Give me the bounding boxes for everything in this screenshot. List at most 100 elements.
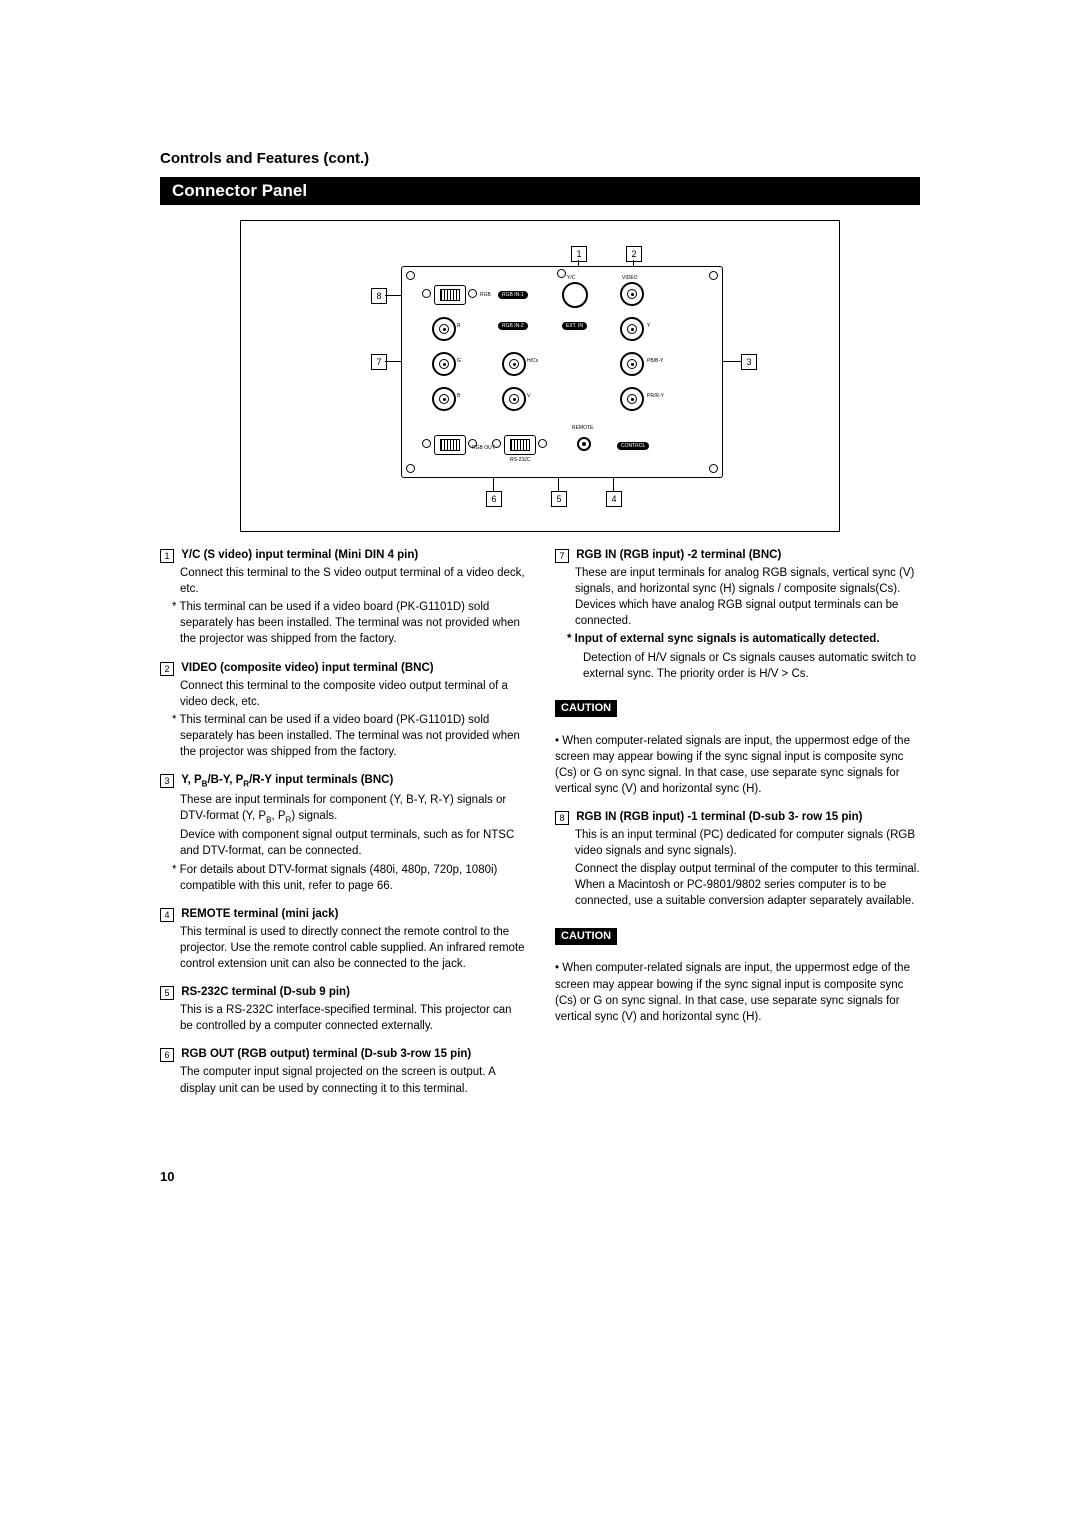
- item-note: * This terminal can be used if a video b…: [180, 712, 525, 760]
- dsub-icon: [504, 435, 536, 455]
- connector-panel-diagram: 1 2 8 7 3 6 5 4: [261, 246, 819, 506]
- label-yc: Y/C: [567, 275, 575, 281]
- description-columns: 1 Y/C (S video) input terminal (Mini DIN…: [160, 547, 920, 1109]
- label-prry: PR/R-Y: [647, 393, 664, 399]
- pill-rgb-in1: RGB IN-1: [498, 291, 528, 299]
- panel-box: RGB RGB IN-1 Y/C VIDEO R RGB IN-2 EXT. I…: [401, 266, 723, 478]
- banner-title: Connector Panel: [160, 177, 920, 205]
- item-body: The computer input signal projected on t…: [180, 1064, 525, 1096]
- item-7: 7 RGB IN (RGB input) -2 terminal (BNC) T…: [555, 547, 920, 682]
- callout-2: 2: [626, 246, 642, 262]
- caution-label: CAUTION: [555, 928, 617, 945]
- item-body: This is an input terminal (PC) dedicated…: [575, 827, 920, 909]
- bnc-icon: [432, 317, 456, 341]
- dsub-icon: [434, 435, 466, 455]
- item-title: RGB OUT (RGB output) terminal (D-sub 3-r…: [181, 1048, 471, 1060]
- right-column: 7 RGB IN (RGB input) -2 terminal (BNC) T…: [555, 547, 920, 1109]
- item-body: Connect this terminal to the S video out…: [180, 565, 525, 647]
- item-title: RGB IN (RGB input) -2 terminal (BNC): [576, 549, 781, 561]
- caution-text: • When computer-related signals are inpu…: [555, 733, 920, 797]
- item-text: The computer input signal projected on t…: [180, 1064, 525, 1096]
- item-num: 7: [555, 549, 569, 563]
- pill-rgb-in2: RGB IN-2: [498, 322, 528, 330]
- pill-control: CONTROL: [617, 442, 649, 450]
- label-y: Y: [647, 323, 650, 329]
- label-remote: REMOTE: [572, 425, 593, 431]
- left-column: 1 Y/C (S video) input terminal (Mini DIN…: [160, 547, 525, 1109]
- item-title: RS-232C terminal (D-sub 9 pin): [181, 986, 350, 998]
- label-rgb: RGB: [480, 292, 491, 298]
- bnc-icon: [502, 387, 526, 411]
- item-num: 6: [160, 1048, 174, 1062]
- screw-icon: [538, 439, 547, 448]
- screw-icon: [406, 464, 415, 473]
- label-hcs: H/Cs: [527, 358, 538, 364]
- callout-5: 5: [551, 491, 567, 507]
- item-6: 6 RGB OUT (RGB output) terminal (D-sub 3…: [160, 1046, 525, 1096]
- item-note: * This terminal can be used if a video b…: [180, 599, 525, 647]
- item-title: REMOTE terminal (mini jack): [181, 908, 338, 920]
- item-text: Detection of H/V signals or Cs signals c…: [583, 650, 920, 682]
- bnc-icon: [620, 352, 644, 376]
- item-text: Device with component signal output term…: [180, 827, 525, 859]
- label-g: G: [457, 358, 461, 364]
- callout-7: 7: [371, 354, 387, 370]
- page-number: 10: [160, 1169, 920, 1184]
- screw-icon: [709, 464, 718, 473]
- bnc-icon: [620, 282, 644, 306]
- dsub-icon: [434, 285, 466, 305]
- item-2: 2 VIDEO (composite video) input terminal…: [160, 660, 525, 761]
- item-body: Connect this terminal to the composite v…: [180, 678, 525, 760]
- callout-6: 6: [486, 491, 502, 507]
- screw-icon: [422, 439, 431, 448]
- minijack-icon: [577, 437, 591, 451]
- item-num: 1: [160, 549, 174, 563]
- screw-icon: [557, 269, 566, 278]
- bnc-icon: [432, 352, 456, 376]
- screw-icon: [492, 439, 501, 448]
- pill-ext-in: EXT. IN: [562, 322, 587, 330]
- item-5: 5 RS-232C terminal (D-sub 9 pin) This is…: [160, 984, 525, 1034]
- bnc-icon: [620, 387, 644, 411]
- item-body: These are input terminals for analog RGB…: [575, 565, 920, 682]
- item-text: Connect this terminal to the composite v…: [180, 678, 525, 710]
- label-b: B: [457, 393, 460, 399]
- item-body: These are input terminals for component …: [180, 792, 525, 894]
- item-num: 4: [160, 908, 174, 922]
- item-num: 5: [160, 986, 174, 1000]
- item-1: 1 Y/C (S video) input terminal (Mini DIN…: [160, 547, 525, 648]
- bnc-icon: [502, 352, 526, 376]
- item-num: 3: [160, 774, 174, 788]
- screw-icon: [468, 289, 477, 298]
- item-text: Connect this terminal to the S video out…: [180, 565, 525, 597]
- screw-icon: [422, 289, 431, 298]
- callout-1: 1: [571, 246, 587, 262]
- item-8: 8 RGB IN (RGB input) -1 terminal (D-sub …: [555, 809, 920, 910]
- callout-3: 3: [741, 354, 757, 370]
- callout-8: 8: [371, 288, 387, 304]
- item-title: VIDEO (composite video) input terminal (…: [181, 662, 433, 674]
- caution-label: CAUTION: [555, 700, 617, 717]
- item-body: This is a RS-232C interface-specified te…: [180, 1002, 525, 1034]
- bnc-icon: [620, 317, 644, 341]
- label-pbby: PB/B-Y: [647, 358, 663, 364]
- page: Controls and Features (cont.) Connector …: [0, 0, 1080, 1284]
- item-3: 3 Y, PB/B-Y, PR/R-Y input terminals (BNC…: [160, 772, 525, 894]
- item-title: Y, PB/B-Y, PR/R-Y input terminals (BNC): [181, 774, 393, 786]
- label-v: V: [527, 393, 530, 399]
- label-r: R: [457, 323, 461, 329]
- item-text: Connect the display output terminal of t…: [575, 861, 920, 909]
- label-rs232c: RS-232C: [510, 457, 531, 463]
- item-title: RGB IN (RGB input) -1 terminal (D-sub 3-…: [576, 811, 862, 823]
- item-text: This is an input terminal (PC) dedicated…: [575, 827, 920, 859]
- label-video: VIDEO: [622, 275, 638, 281]
- caution-text: • When computer-related signals are inpu…: [555, 960, 920, 1024]
- item-4: 4 REMOTE terminal (mini jack) This termi…: [160, 906, 525, 972]
- item-text: These are input terminals for component …: [180, 792, 525, 826]
- item-text: This is a RS-232C interface-specified te…: [180, 1002, 525, 1034]
- item-bold-note: * Input of external sync signals is auto…: [575, 631, 920, 647]
- item-num: 2: [160, 662, 174, 676]
- item-num: 8: [555, 811, 569, 825]
- screw-icon: [709, 271, 718, 280]
- svideo-icon: [562, 282, 588, 308]
